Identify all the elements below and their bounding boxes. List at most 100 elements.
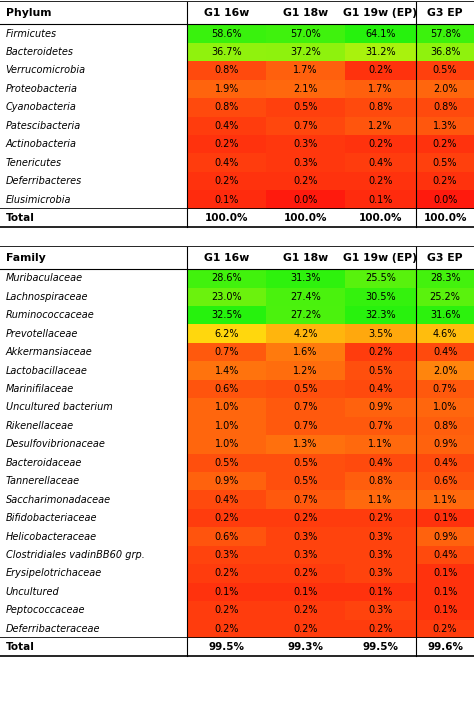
Bar [187, 172, 266, 190]
Bar [266, 61, 345, 80]
Bar [345, 43, 416, 61]
Text: 0.1%: 0.1% [433, 587, 457, 597]
Bar [416, 472, 474, 491]
Bar [416, 269, 474, 287]
Text: 3.5%: 3.5% [368, 329, 392, 339]
Bar [266, 269, 345, 287]
Bar [0, 190, 187, 208]
Text: 99.6%: 99.6% [427, 642, 463, 652]
Bar [0, 453, 187, 472]
Bar [345, 80, 416, 98]
Text: 0.3%: 0.3% [293, 139, 318, 149]
Bar [0, 620, 187, 638]
Bar [187, 43, 266, 61]
Text: 0.7%: 0.7% [368, 421, 392, 431]
Bar [416, 116, 474, 135]
Bar [0, 2, 474, 24]
Text: Cyanobacteria: Cyanobacteria [6, 102, 77, 113]
Bar [345, 343, 416, 361]
Text: G1 16w: G1 16w [204, 8, 249, 18]
Bar [345, 583, 416, 601]
Text: Patescibacteria: Patescibacteria [6, 120, 81, 131]
Bar [0, 435, 187, 453]
Bar [187, 80, 266, 98]
Bar [266, 306, 345, 325]
Text: 1.2%: 1.2% [368, 120, 392, 131]
Bar [0, 61, 187, 80]
Text: 100.0%: 100.0% [284, 213, 327, 223]
Text: G1 19w (EP): G1 19w (EP) [343, 8, 418, 18]
Text: 0.1%: 0.1% [293, 587, 318, 597]
Text: 32.3%: 32.3% [365, 310, 396, 320]
Text: 0.8%: 0.8% [368, 102, 392, 113]
Text: 1.0%: 1.0% [215, 403, 239, 413]
Text: 0.3%: 0.3% [293, 532, 318, 541]
Bar [345, 472, 416, 491]
Bar [345, 190, 416, 208]
Text: 0.5%: 0.5% [293, 458, 318, 467]
Text: Total: Total [6, 213, 35, 223]
Text: 100.0%: 100.0% [359, 213, 402, 223]
Text: 64.1%: 64.1% [365, 28, 396, 39]
Bar [187, 306, 266, 325]
Text: 0.4%: 0.4% [368, 458, 392, 467]
Text: 1.4%: 1.4% [215, 365, 239, 375]
Text: 0.3%: 0.3% [368, 550, 392, 560]
Bar [416, 601, 474, 620]
Bar [266, 620, 345, 638]
Text: 36.7%: 36.7% [211, 47, 242, 57]
Text: 25.5%: 25.5% [365, 273, 396, 283]
Text: 32.5%: 32.5% [211, 310, 242, 320]
Text: 2.0%: 2.0% [433, 365, 457, 375]
Text: 0.9%: 0.9% [433, 439, 457, 449]
Bar [187, 398, 266, 417]
Text: 0.2%: 0.2% [293, 605, 318, 615]
Text: Akkermansiaceae: Akkermansiaceae [6, 347, 92, 357]
Text: Bifidobacteriaceae: Bifidobacteriaceae [6, 513, 97, 523]
Text: 0.1%: 0.1% [433, 605, 457, 615]
Text: Saccharimonadaceae: Saccharimonadaceae [6, 495, 111, 505]
Text: 0.5%: 0.5% [215, 458, 239, 467]
Bar [345, 98, 416, 116]
Bar [0, 306, 187, 325]
Bar [266, 379, 345, 398]
Text: 0.4%: 0.4% [215, 495, 239, 505]
Text: 31.6%: 31.6% [430, 310, 460, 320]
Text: 0.8%: 0.8% [433, 421, 457, 431]
Bar [416, 43, 474, 61]
Bar [416, 509, 474, 527]
Text: 0.1%: 0.1% [368, 587, 392, 597]
Text: G3 EP: G3 EP [427, 8, 463, 18]
Text: 27.4%: 27.4% [290, 291, 321, 302]
Bar [345, 453, 416, 472]
Text: 0.1%: 0.1% [368, 194, 392, 205]
Text: 0.2%: 0.2% [368, 139, 392, 149]
Text: 0.8%: 0.8% [368, 476, 392, 486]
Bar [266, 80, 345, 98]
Text: 0.7%: 0.7% [215, 347, 239, 357]
Text: Total: Total [6, 642, 35, 652]
Text: 0.8%: 0.8% [215, 102, 239, 113]
Text: 1.1%: 1.1% [368, 495, 392, 505]
Text: 0.9%: 0.9% [433, 532, 457, 541]
Text: Deferribacteraceae: Deferribacteraceae [6, 624, 100, 634]
Bar [187, 325, 266, 343]
Text: 0.4%: 0.4% [433, 550, 457, 560]
Text: 4.2%: 4.2% [293, 329, 318, 339]
Bar [266, 325, 345, 343]
Bar [187, 190, 266, 208]
Text: G1 18w: G1 18w [283, 253, 328, 263]
Text: 0.2%: 0.2% [215, 624, 239, 634]
Bar [266, 172, 345, 190]
Bar [416, 435, 474, 453]
Bar [187, 564, 266, 583]
Text: 0.3%: 0.3% [293, 158, 318, 168]
Text: Muribaculaceae: Muribaculaceae [6, 273, 83, 283]
Text: Elusimicrobia: Elusimicrobia [6, 194, 71, 205]
Text: 0.0%: 0.0% [433, 194, 457, 205]
Text: 1.7%: 1.7% [293, 65, 318, 75]
Bar [266, 190, 345, 208]
Text: 0.4%: 0.4% [368, 158, 392, 168]
Text: 99.5%: 99.5% [209, 642, 245, 652]
Text: 0.1%: 0.1% [433, 513, 457, 523]
